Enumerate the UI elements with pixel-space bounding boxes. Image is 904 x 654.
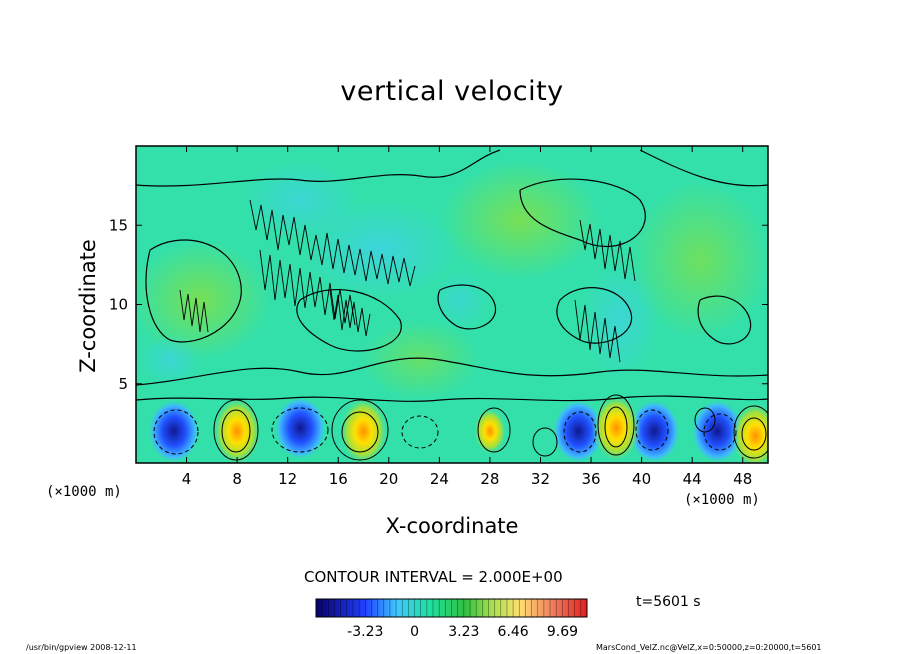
y-tick-label: 10 — [109, 296, 128, 314]
x-tick-label: 48 — [733, 470, 752, 488]
y-tick-label: 5 — [118, 375, 128, 393]
x-tick-label: 44 — [683, 470, 702, 488]
updraft-core-1 — [339, 397, 388, 463]
downdraft-core-1 — [274, 396, 327, 461]
chart-title: vertical velocity — [340, 76, 564, 107]
downdraft-core-0 — [147, 399, 200, 463]
contour-lines — [136, 149, 768, 402]
updraft-core-4 — [731, 402, 768, 463]
x-tick-label: 8 — [232, 470, 242, 488]
x-tick-label: 4 — [182, 470, 192, 488]
colorbar: -3.23 0 3.23 6.46 9.69 — [315, 598, 588, 640]
turbulent-contours — [179, 199, 636, 363]
colorbar-tick-label: 6.46 — [498, 624, 529, 640]
x-tick-label: 12 — [278, 470, 297, 488]
footer-left: /usr/bin/gpview 2008-12-11 — [26, 643, 137, 652]
x-unit-label-left: (×1000 m) — [46, 484, 122, 500]
x-tick-label: 28 — [480, 470, 499, 488]
x-tick-label: 32 — [531, 470, 550, 488]
colorbar-tick-label: 0 — [410, 624, 419, 640]
x-tick-label: 20 — [379, 470, 398, 488]
colorbar-tick-label: 9.69 — [547, 624, 578, 640]
lower-contour-rings — [213, 394, 768, 461]
colorbar-tick-label: -3.23 — [347, 624, 383, 640]
x-axis-ticks: 4 8 12 16 20 24 28 32 36 40 44 48 — [182, 146, 752, 488]
negative-contours — [153, 407, 737, 455]
x-axis-label: X-coordinate — [385, 514, 519, 538]
x-unit-label-right: (×1000 m) — [684, 492, 760, 508]
x-tick-label: 40 — [632, 470, 651, 488]
downdraft-core-2 — [552, 399, 605, 463]
time-label: t=5601 s — [636, 594, 701, 610]
updraft-core-2 — [473, 408, 507, 455]
x-tick-label: 36 — [581, 470, 600, 488]
y-tick-label: 15 — [109, 216, 128, 234]
colorbar-tick-label: 3.23 — [448, 624, 479, 640]
y-axis-ticks: 5 10 15 — [109, 216, 768, 393]
updraft-core-0 — [213, 397, 262, 463]
downdraft-core-4 — [691, 399, 744, 463]
x-tick-label: 16 — [329, 470, 348, 488]
x-tick-label: 24 — [430, 470, 449, 488]
footer-right: MarsCond_VelZ.nc@VelZ,x=0:50000,z=0:2000… — [596, 643, 822, 652]
updraft-core-3 — [592, 394, 641, 463]
vertical-velocity-cores — [147, 394, 768, 463]
contour-interval-label: CONTOUR INTERVAL = 2.000E+00 — [304, 568, 563, 586]
